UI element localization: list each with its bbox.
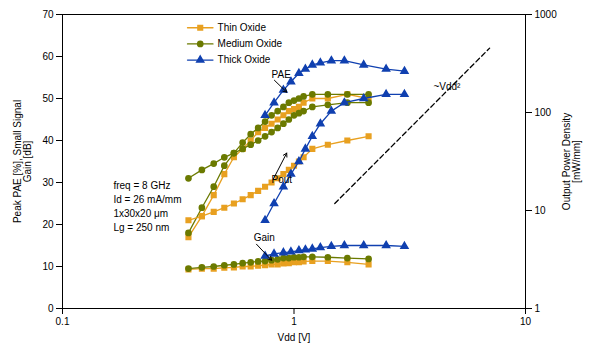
svg-text:1000: 1000 — [535, 9, 558, 20]
svg-text:50: 50 — [42, 93, 54, 104]
svg-text:10: 10 — [520, 316, 532, 327]
svg-text:0: 0 — [48, 303, 54, 314]
svg-text:100: 100 — [535, 107, 552, 118]
svg-text:1: 1 — [535, 303, 541, 314]
svg-text:Output Power Density[mW/mm]: Output Power Density[mW/mm] — [561, 113, 582, 210]
svg-text:~Vdd²: ~Vdd² — [433, 81, 461, 92]
svg-text:40: 40 — [42, 135, 54, 146]
svg-text:freq = 8 GHzId = 26 mA/mm1x30x: freq = 8 GHzId = 26 mA/mm1x30x20 μmLg = … — [113, 180, 181, 233]
svg-text:PAE: PAE — [272, 69, 292, 80]
svg-text:Gain: Gain — [254, 232, 275, 243]
svg-text:Thick Oxide: Thick Oxide — [218, 54, 271, 65]
svg-text:20: 20 — [42, 219, 54, 230]
svg-text:Vdd [V]: Vdd [V] — [278, 332, 311, 343]
svg-text:30: 30 — [42, 177, 54, 188]
svg-text:Pout: Pout — [272, 174, 293, 185]
svg-text:10: 10 — [42, 261, 54, 272]
svg-text:Medium Oxide: Medium Oxide — [218, 38, 283, 49]
svg-text:1: 1 — [291, 316, 297, 327]
svg-text:10: 10 — [535, 205, 547, 216]
svg-text:Thin Oxide: Thin Oxide — [218, 22, 267, 33]
svg-text:Peak PAE [%], Small SignalGain: Peak PAE [%], Small SignalGain [dB] — [12, 100, 33, 223]
svg-text:70: 70 — [42, 9, 54, 20]
svg-text:60: 60 — [42, 51, 54, 62]
svg-text:0.1: 0.1 — [56, 316, 70, 327]
